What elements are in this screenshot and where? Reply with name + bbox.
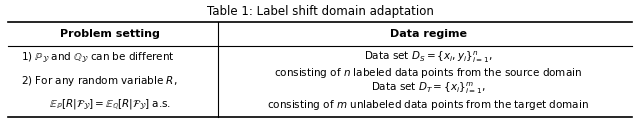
Text: Data set $D_T = \{x_i\}_{i=1}^{m}$,: Data set $D_T = \{x_i\}_{i=1}^{m}$,	[371, 81, 486, 96]
Text: Problem setting: Problem setting	[60, 29, 159, 39]
Text: $\mathbb{E}_{\mathbb{P}}[R|\mathcal{F}_{\mathcal{Y}}] = \mathbb{E}_{\mathbb{Q}}[: $\mathbb{E}_{\mathbb{P}}[R|\mathcal{F}_{…	[40, 98, 171, 112]
Text: Data regime: Data regime	[390, 29, 467, 39]
Text: Data set $D_S = \{x_i, y_i\}_{i=1}^{n}$,: Data set $D_S = \{x_i, y_i\}_{i=1}^{n}$,	[364, 50, 493, 65]
Text: 2) For any random variable $R$,: 2) For any random variable $R$,	[20, 74, 177, 88]
Text: consisting of $n$ labeled data points from the source domain: consisting of $n$ labeled data points fr…	[275, 66, 582, 80]
Text: consisting of $m$ unlabeled data points from the target domain: consisting of $m$ unlabeled data points …	[268, 98, 589, 112]
Text: Table 1: Label shift domain adaptation: Table 1: Label shift domain adaptation	[207, 5, 433, 18]
Text: 1) $\mathbb{P}_{\mathcal{Y}}$ and $\mathbb{Q}_{\mathcal{Y}}$ can be different: 1) $\mathbb{P}_{\mathcal{Y}}$ and $\math…	[20, 51, 174, 66]
